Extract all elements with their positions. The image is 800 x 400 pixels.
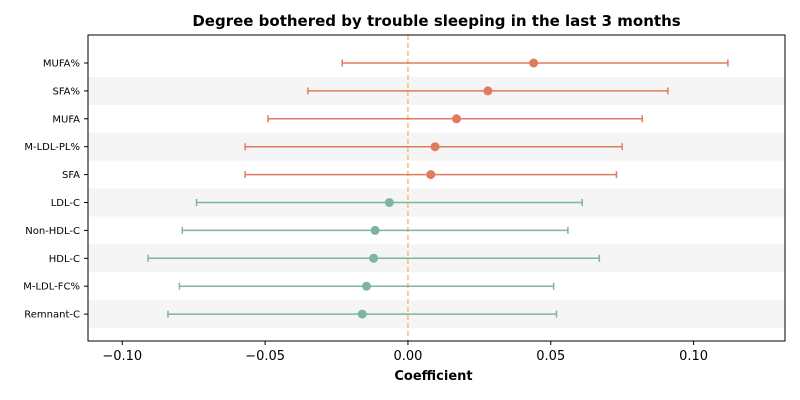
- point-estimate: [451, 114, 461, 124]
- y-tick-label: SFA: [62, 170, 80, 181]
- y-tick-label: Remnant-C: [24, 310, 80, 321]
- y-tick-label: LDL-C: [51, 198, 80, 209]
- point-estimate: [370, 225, 380, 235]
- axes-frame: [87, 34, 786, 342]
- point-estimate: [426, 170, 436, 180]
- x-axis-title: Coefficient: [394, 369, 472, 384]
- x-tick-label: 0.05: [536, 349, 565, 364]
- y-tick-label: Non-HDL-C: [25, 226, 80, 237]
- point-estimate: [369, 253, 379, 263]
- y-tick-label: M-LDL-FC%: [23, 282, 80, 293]
- point-estimate: [357, 309, 367, 319]
- point-estimates: [357, 58, 539, 319]
- point-estimate: [430, 142, 440, 152]
- x-axis-ticks: −0.10 −0.05 0.00 0.05 0.10: [102, 341, 708, 364]
- point-estimate: [529, 58, 539, 68]
- point-estimate: [483, 86, 493, 96]
- point-estimate: [362, 281, 372, 291]
- y-tick-label: MUFA%: [43, 59, 80, 70]
- x-tick-label: −0.05: [245, 349, 285, 364]
- y-axis-ticks: MUFA% SFA% MUFA M-LDL-PL% SFA LDL-C Non-HDL-C H…: [23, 59, 88, 321]
- y-tick-label: MUFA: [52, 114, 80, 125]
- x-tick-label: 0.10: [679, 349, 708, 364]
- x-tick-label: 0.00: [393, 349, 422, 364]
- y-tick-label: HDL-C: [49, 254, 80, 265]
- y-tick-label: SFA%: [52, 86, 80, 97]
- x-tick-label: −0.10: [102, 349, 142, 364]
- point-estimate: [384, 198, 394, 207]
- chart-title: Degree bothered by trouble sleeping in t…: [192, 12, 680, 30]
- y-tick-label: M-LDL-PL%: [24, 142, 80, 153]
